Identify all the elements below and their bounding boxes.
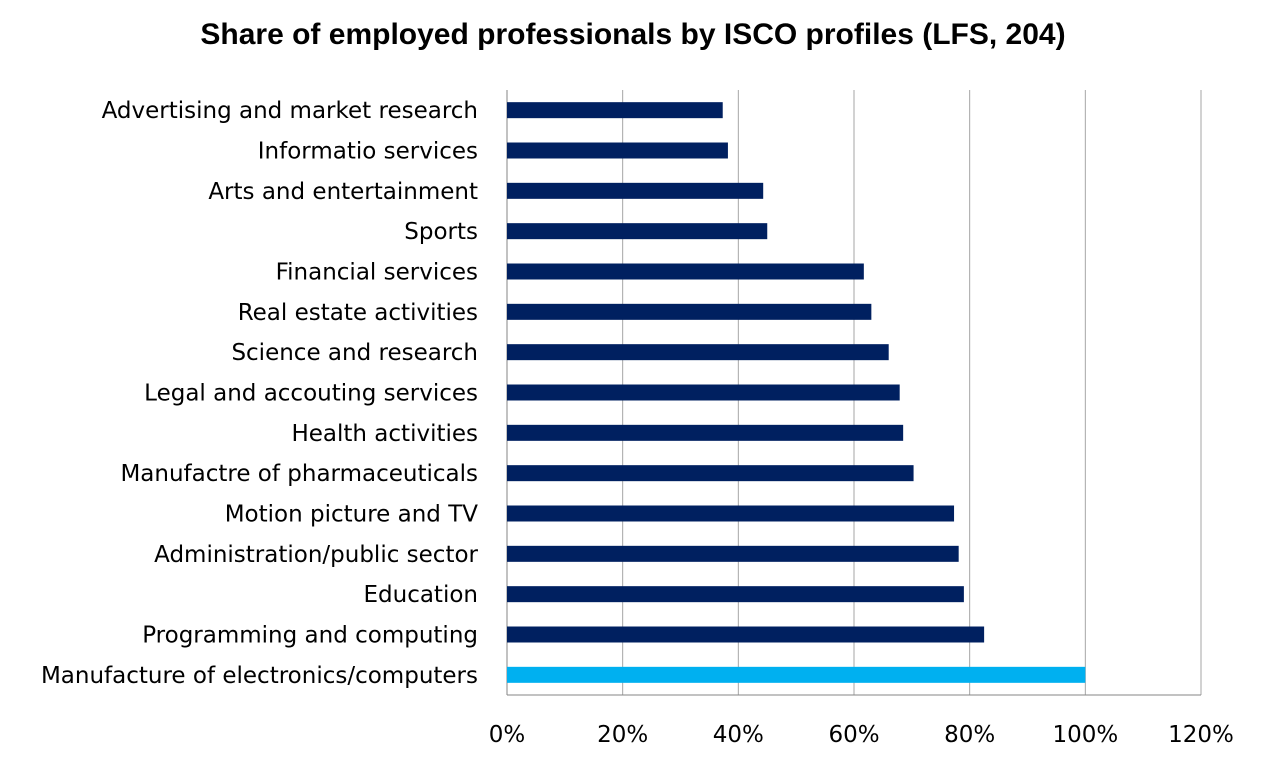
bar	[507, 263, 864, 280]
bar	[507, 465, 914, 482]
x-tick-label: 20%	[597, 722, 648, 748]
category-label: Informatio services	[258, 139, 478, 165]
bar	[507, 424, 904, 441]
bar	[507, 182, 764, 199]
x-tick-label: 80%	[944, 722, 995, 748]
x-tick-label: 0%	[489, 722, 526, 748]
category-labels: Advertising and market research Informati…	[41, 98, 479, 689]
category-label: Manufacture of electronics/computers	[41, 663, 478, 689]
category-label: Science and research	[231, 340, 478, 366]
category-label: Financial services	[276, 260, 478, 286]
category-label: Programming and computing	[142, 623, 478, 649]
category-label: Advertising and market research	[102, 98, 478, 124]
bar	[507, 666, 1086, 683]
bars	[507, 102, 1086, 683]
x-tick-label: 60%	[828, 722, 879, 748]
category-label: Legal and accouting services	[144, 381, 478, 407]
category-label: Motion picture and TV	[225, 502, 479, 528]
category-label: Education	[363, 582, 478, 608]
bar	[507, 505, 955, 522]
bar	[507, 303, 872, 320]
bar	[507, 142, 728, 159]
category-label: Health activities	[291, 421, 478, 447]
bar	[507, 626, 985, 643]
bar	[507, 586, 964, 603]
x-tick-label: 40%	[713, 722, 764, 748]
category-label: Sports	[404, 219, 478, 245]
category-label: Arts and entertainment	[208, 179, 478, 205]
bar	[507, 384, 900, 401]
x-tick-label: 120%	[1168, 722, 1234, 748]
bar	[507, 545, 959, 562]
bar	[507, 223, 768, 240]
category-label: Manufactre of pharmaceuticals	[120, 461, 478, 487]
chart-title: Share of employed professionals by ISCO …	[200, 18, 1066, 51]
bar	[507, 344, 889, 361]
category-label: Administration/public sector	[154, 542, 478, 568]
x-tick-labels: 0% 20% 40% 60% 80% 100% 120%	[489, 722, 1234, 748]
category-label: Real estate activities	[238, 300, 478, 326]
bar	[507, 102, 723, 119]
x-tick-label: 100%	[1052, 722, 1118, 748]
